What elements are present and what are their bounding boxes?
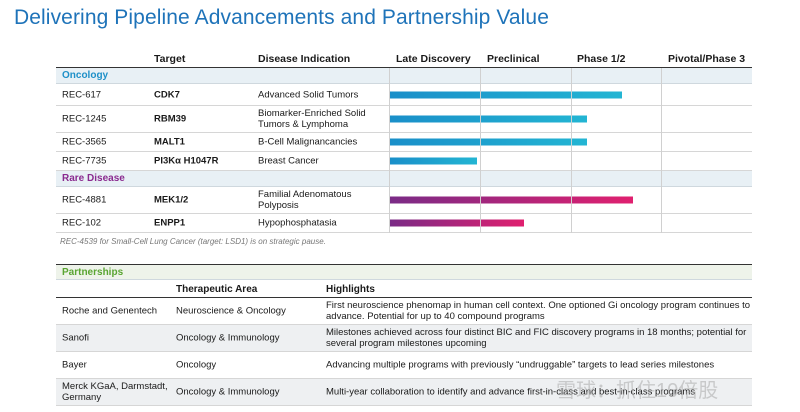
partnership-row: Bayer Oncology Advancing multiple progra…	[56, 352, 752, 379]
highlights-text: Multi-year collaboration to identify and…	[326, 386, 696, 398]
program-code: REC-102	[62, 217, 102, 229]
program-target: RBM39	[154, 113, 187, 125]
program-code: REC-1245	[62, 113, 107, 125]
partner-name: Bayer	[62, 359, 87, 371]
program-indication: B-Cell Malignancancies	[258, 136, 358, 148]
pipeline-row: REC-7735 PI3Kα H1047R Breast Cancer	[56, 152, 752, 171]
watermark-text: 雪球：抓住10倍股	[556, 380, 719, 402]
pipeline-row: REC-102 ENPP1 Hypophosphatasia	[56, 214, 752, 233]
therapeutic-area: Neuroscience & Oncology	[176, 305, 286, 317]
program-indication: Breast Cancer	[258, 155, 319, 167]
partner-name: Sanofi	[62, 332, 89, 344]
header-highlights: Highlights	[326, 284, 375, 295]
highlights-text: First neuroscience phenomap in human cel…	[326, 300, 751, 322]
progress-bar	[390, 157, 477, 165]
pipeline-table: Target Disease Indication Late Discovery…	[56, 52, 752, 233]
progress-bar	[390, 196, 633, 204]
partner-name: Roche and Genentech	[62, 305, 158, 317]
partnerships-header-row: Therapeutic Area Highlights	[56, 280, 752, 298]
therapeutic-area: Oncology & Immunology	[176, 332, 280, 344]
page-title: Delivering Pipeline Advancements and Par…	[14, 6, 549, 29]
progress-bar	[390, 138, 587, 146]
header-phase-1-2: Phase 1/2	[577, 53, 626, 65]
progress-bar	[390, 91, 622, 98]
header-therapeutic-area: Therapeutic Area	[176, 284, 258, 295]
oncology-section-label: Oncology	[56, 68, 752, 84]
program-code: REC-3565	[62, 136, 107, 148]
program-indication: Hypophosphatasia	[258, 217, 337, 229]
partnerships-section-label: Partnerships	[56, 264, 752, 280]
therapeutic-area: Oncology	[176, 359, 217, 371]
partnerships-table: Partnerships Therapeutic Area Highlights…	[56, 264, 752, 406]
header-late-discovery: Late Discovery	[396, 53, 471, 65]
program-target: PI3Kα H1047R	[154, 155, 219, 167]
pipeline-footnote: REC-4539 for Small-Cell Lung Cancer (tar…	[60, 237, 326, 246]
program-code: REC-4881	[62, 194, 107, 206]
header-target: Target	[154, 53, 186, 65]
program-target: MALT1	[154, 136, 185, 148]
program-target: MEK1/2	[154, 194, 189, 206]
progress-bar	[390, 115, 587, 123]
partner-name: Merck KGaA, Darmstadt, Germany	[62, 381, 168, 403]
header-indication: Disease Indication	[258, 53, 351, 65]
pipeline-row: REC-617 CDK7 Advanced Solid Tumors	[56, 84, 752, 106]
rare-disease-section-label: Rare Disease	[56, 171, 752, 187]
progress-bar	[390, 219, 524, 227]
highlights-text: Advancing multiple programs with previou…	[326, 359, 715, 371]
pipeline-row: REC-4881 MEK1/2 Familial Adenomatous Pol…	[56, 187, 752, 214]
pipeline-row: REC-1245 RBM39 Biomarker-Enriched Solid …	[56, 106, 752, 133]
partnership-row: Sanofi Oncology & Immunology Milestones …	[56, 325, 752, 352]
partnership-row: Merck KGaA, Darmstadt, Germany Oncology …	[56, 379, 752, 406]
pipeline-row: REC-3565 MALT1 B-Cell Malignancancies	[56, 133, 752, 152]
program-indication: Advanced Solid Tumors	[258, 89, 359, 100]
program-indication: Biomarker-Enriched Solid Tumors & Lympho…	[258, 108, 366, 130]
highlights-text: Milestones achieved across four distinct…	[326, 327, 747, 349]
program-code: REC-617	[62, 89, 102, 100]
header-pivotal-phase-3: Pivotal/Phase 3	[668, 53, 746, 65]
partnership-row: Roche and Genentech Neuroscience & Oncol…	[56, 298, 752, 325]
pipeline-header-row: Target Disease Indication Late Discovery…	[56, 52, 752, 68]
header-preclinical: Preclinical	[487, 53, 540, 65]
program-indication: Familial Adenomatous Polyposis	[258, 189, 352, 211]
program-code: REC-7735	[62, 155, 107, 167]
program-target: ENPP1	[154, 217, 186, 229]
therapeutic-area: Oncology & Immunology	[176, 386, 280, 398]
program-target: CDK7	[154, 89, 180, 100]
